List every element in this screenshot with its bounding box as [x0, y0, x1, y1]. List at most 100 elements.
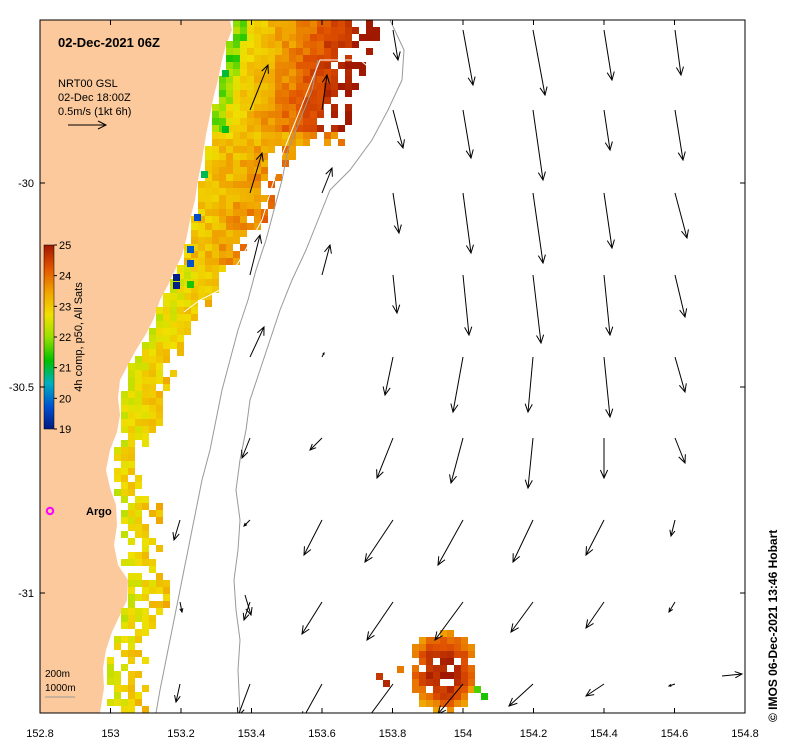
sst-pixel [282, 34, 289, 41]
sst-pixel [338, 20, 345, 27]
sst-pixel [142, 538, 149, 545]
sst-pixel [135, 503, 142, 510]
sst-pixel [289, 104, 296, 111]
sst-pixel [268, 132, 275, 139]
sst-pixel [440, 693, 447, 700]
sst-pixel [303, 76, 310, 83]
sst-pixel [156, 412, 163, 419]
sst-pixel [261, 160, 268, 167]
sst-pixel [128, 426, 135, 433]
sst-pixel [128, 643, 135, 650]
sst-pixel [261, 132, 268, 139]
sst-pixel [149, 580, 156, 587]
sst-pixel [412, 665, 419, 672]
sst-pixel [289, 55, 296, 62]
isobath-200m-inner [183, 59, 373, 313]
sst-pixel [219, 244, 226, 251]
sst-pixel [331, 76, 338, 83]
sst-pixel [426, 672, 433, 679]
current-arrow [437, 519, 464, 567]
sst-pixel [317, 48, 324, 55]
sst-pixel [275, 139, 282, 146]
sst-pixel [233, 251, 240, 258]
sst-pixel [222, 70, 229, 77]
sst-pixel [212, 111, 219, 118]
sst-pixel [170, 328, 177, 335]
sst-pixel [121, 615, 128, 622]
sst-pixel [240, 195, 247, 202]
sst-pixel [240, 118, 247, 125]
sst-pixel [212, 286, 219, 293]
sst-pixel [226, 48, 233, 55]
sst-pixel [114, 699, 121, 706]
current-arrow [236, 683, 251, 713]
sst-pixel [128, 503, 135, 510]
sst-pixel [275, 76, 282, 83]
sst-pixel [142, 370, 149, 377]
current-arrow [241, 437, 251, 460]
sst-pixel [149, 398, 156, 405]
sst-pixel [142, 377, 149, 384]
current-arrow [510, 601, 534, 633]
sst-pixel [142, 426, 149, 433]
colorbar-tick-label: 19 [59, 424, 71, 436]
sst-pixel [303, 104, 310, 111]
sst-pixel [254, 20, 261, 27]
sst-pixel [198, 216, 205, 223]
x-axis: 152.8 153 153.2 153.4 153.6 153.8 154 154.2 154.… [26, 20, 759, 740]
sst-pixel [226, 62, 233, 69]
sst-pixel [226, 104, 233, 111]
sst-pixel [156, 608, 163, 615]
sst-pixel [233, 83, 240, 90]
sst-pixel [198, 279, 205, 286]
sst-pixel [219, 83, 226, 90]
sst-pixel [219, 258, 226, 265]
sst-pixel [212, 188, 219, 195]
sst-pixel [177, 293, 184, 300]
sst-pixel [149, 622, 156, 629]
sst-pixel [289, 76, 296, 83]
sst-pixel [303, 83, 310, 90]
sst-pixel [226, 230, 233, 237]
sst-pixel [226, 174, 233, 181]
sst-pixel [149, 356, 156, 363]
sst-pixel [254, 153, 261, 160]
sst-pixel [419, 700, 426, 707]
current-arrow [371, 683, 394, 713]
sst-pixel [296, 76, 303, 83]
sst-pixel [219, 160, 226, 167]
sst-pixel [359, 62, 366, 69]
sst-pixel [268, 62, 275, 69]
sst-pixel [331, 83, 338, 90]
current-arrow [674, 192, 689, 240]
sst-pixel [317, 27, 324, 34]
sst-pixel [240, 97, 247, 104]
sst-pixel [142, 405, 149, 412]
sst-pixel [233, 41, 240, 48]
sst-pixel [317, 97, 324, 104]
sst-pixel [128, 377, 135, 384]
sst-pixel [282, 62, 289, 69]
sst-pixel [338, 34, 345, 41]
sst-pixel [191, 293, 198, 300]
sst-pixel [128, 398, 135, 405]
sst-pixel [324, 76, 331, 83]
argo-float-marker [45, 506, 55, 516]
sst-pixel [212, 139, 219, 146]
sst-pixel [142, 622, 149, 629]
sst-pixel [303, 41, 310, 48]
sst-pixel [275, 55, 282, 62]
sst-pixel [254, 216, 261, 223]
sst-pixel [240, 153, 247, 160]
sst-pixel [412, 672, 419, 679]
sst-pixel [149, 363, 156, 370]
sst-pixel [303, 48, 310, 55]
sst-pixel [317, 83, 324, 90]
sst-pixel [324, 97, 331, 104]
sst-pixel [317, 125, 324, 132]
current-time-label: 02-Dec 18:00Z [58, 92, 131, 104]
sst-pixel [177, 342, 184, 349]
sst-pixel [268, 20, 275, 27]
sst-pixel [212, 216, 219, 223]
sst-pixel [142, 524, 149, 531]
